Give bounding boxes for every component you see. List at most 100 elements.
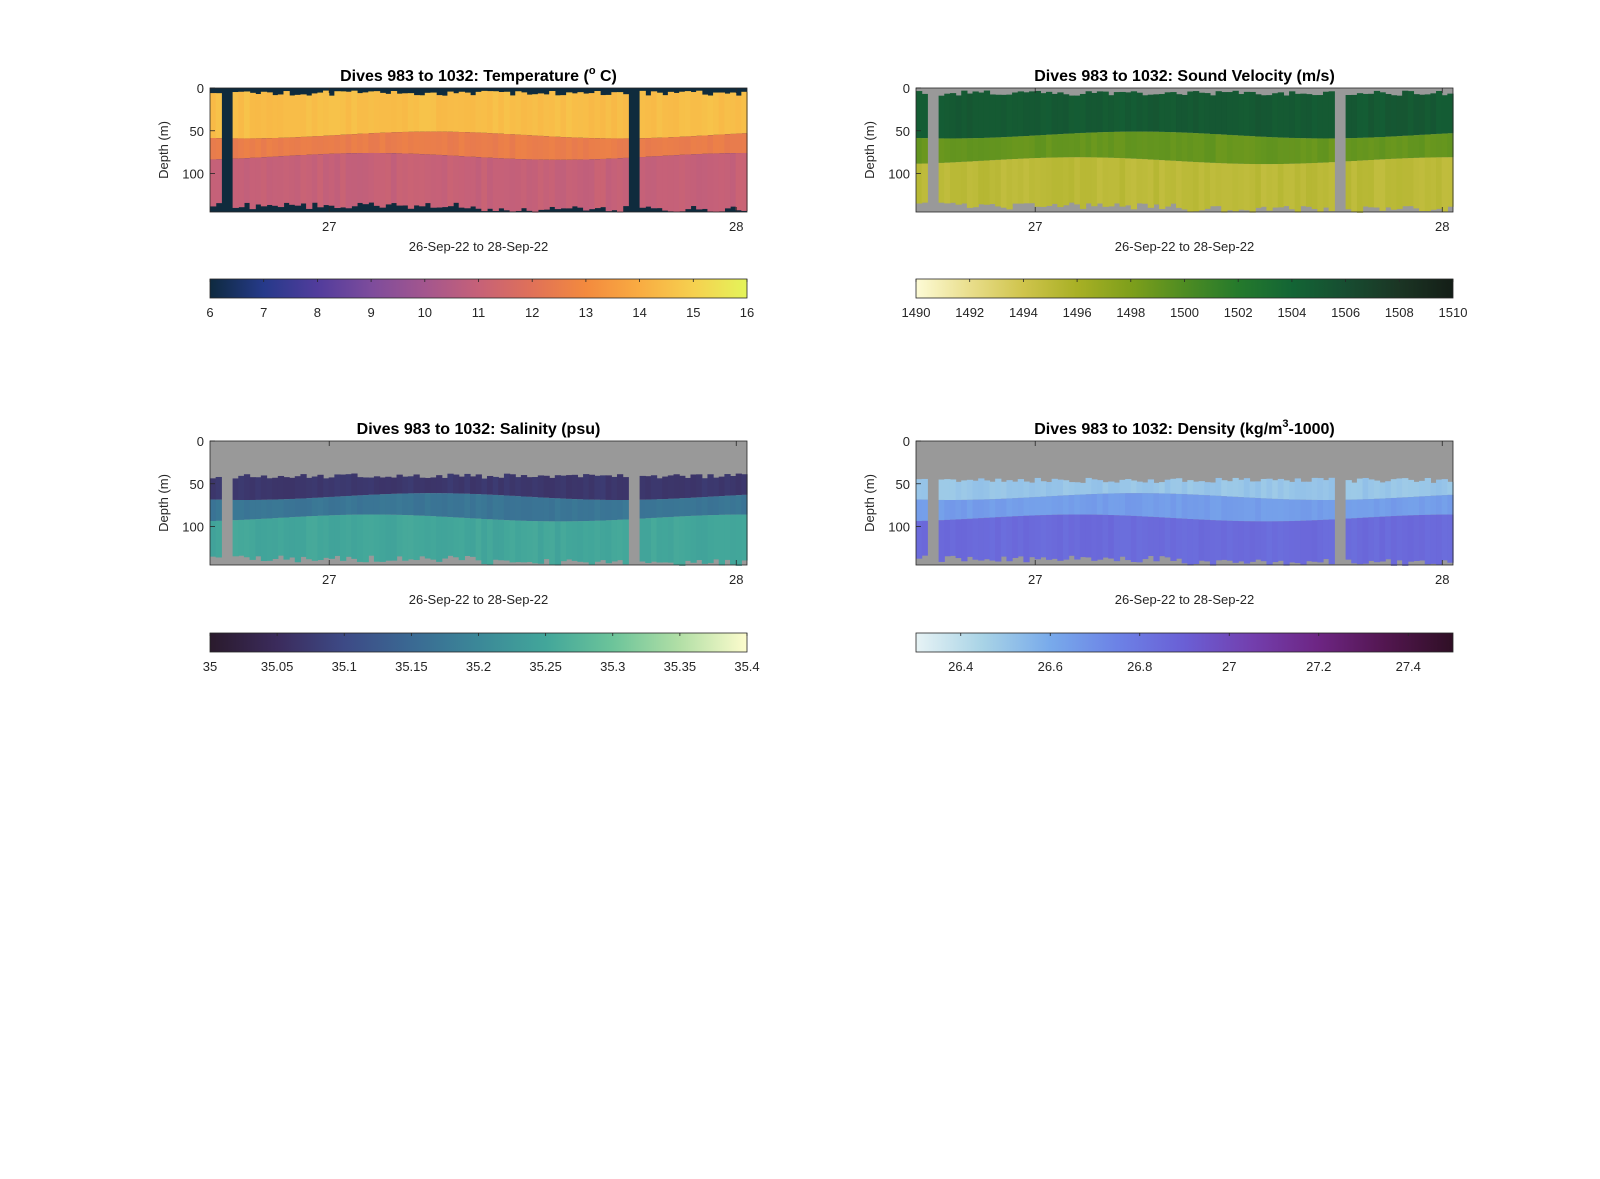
salinity-colorbar-tick-label: 35.4 <box>734 659 759 674</box>
sound-velocity-cell <box>1125 158 1132 206</box>
salinity-cell <box>351 495 358 515</box>
salinity-cell <box>447 493 454 518</box>
sound-velocity-cell <box>1159 131 1166 161</box>
density-cell <box>1192 519 1200 564</box>
temperature-cell <box>396 132 403 154</box>
density-cell <box>1328 477 1335 500</box>
sound-velocity-cell <box>1402 158 1409 207</box>
sound-velocity-cell <box>1289 137 1296 164</box>
density-cell <box>944 500 951 520</box>
density-cell <box>1215 495 1222 521</box>
sound-velocity-cell <box>1368 160 1375 208</box>
sound-velocity-cell <box>1430 93 1437 135</box>
density-cell <box>1034 477 1041 497</box>
salinity-colorbar-tick-label: 35.05 <box>261 659 294 674</box>
density-cell <box>1351 518 1358 564</box>
density-cell <box>983 499 991 518</box>
temperature-cell <box>566 159 573 209</box>
sound-velocity-cell <box>944 138 951 163</box>
salinity-cell <box>311 497 318 516</box>
density-cell <box>1029 482 1036 498</box>
density-cell <box>1147 516 1155 556</box>
salinity-cell <box>650 475 658 500</box>
salinity-cell <box>215 476 222 500</box>
density-cell <box>1396 497 1403 516</box>
sound-velocity-xlabel: 26-Sep-22 to 28-Sep-22 <box>1115 239 1254 254</box>
sound-velocity-cell <box>1379 159 1386 211</box>
sound-velocity-cell <box>1017 91 1024 137</box>
temperature-cell <box>328 153 335 206</box>
sound-velocity-cell <box>1277 137 1285 164</box>
density-cell <box>1068 514 1075 556</box>
temperature-cell <box>713 92 720 135</box>
density-cell <box>1238 497 1245 522</box>
temperature-cell <box>368 152 375 203</box>
salinity-cell <box>470 518 477 557</box>
temperature-cell <box>498 158 505 209</box>
temperature-cell <box>266 138 273 157</box>
temperature-cell <box>515 91 522 135</box>
sound-velocity-cell <box>1255 136 1262 165</box>
sound-velocity-cell <box>916 163 923 204</box>
sound-velocity-cell <box>1385 136 1392 160</box>
sound-velocity-cell <box>1057 134 1064 158</box>
density-cell <box>949 519 957 556</box>
temperature-cell <box>605 94 612 139</box>
salinity-cell <box>735 473 742 496</box>
density-cell <box>1119 493 1126 516</box>
density-cell <box>1390 497 1398 517</box>
sound-velocity-cell <box>1102 91 1109 133</box>
sound-velocity-cell <box>1000 94 1008 138</box>
salinity-cell <box>730 476 737 496</box>
salinity-cell <box>622 519 629 565</box>
sound-velocity-cell <box>944 93 951 139</box>
sound-velocity-cell <box>1159 160 1166 209</box>
salinity-cell <box>396 493 403 515</box>
temperature-cell <box>277 94 285 138</box>
temperature-cell <box>673 136 680 156</box>
sound-velocity-cell <box>1176 132 1183 162</box>
temperature-cell <box>283 155 290 203</box>
sound-velocity-colorbar-tick-label: 1492 <box>955 305 984 320</box>
temperature-cell <box>345 91 352 135</box>
temperature-ytick-label: 0 <box>197 81 204 96</box>
sound-velocity-cell <box>1096 157 1104 204</box>
density-cell <box>1379 482 1386 499</box>
sound-velocity-cell <box>1051 93 1058 135</box>
salinity-cell <box>294 498 302 517</box>
density-cell <box>1000 498 1008 517</box>
sound-velocity-cell <box>1187 161 1194 212</box>
density-cell <box>1108 515 1115 559</box>
sound-velocity-cell <box>1328 162 1335 212</box>
salinity-cell <box>684 477 692 498</box>
sound-velocity-cell <box>1029 135 1036 159</box>
density-title: Dives 983 to 1032: Density (kg/m3-1000) <box>1034 418 1334 438</box>
temperature-cell <box>543 159 550 210</box>
density-cell <box>938 520 945 562</box>
sound-velocity-cell <box>1221 163 1228 213</box>
sound-velocity-cell <box>1328 91 1335 139</box>
density-cell <box>1283 499 1290 522</box>
salinity-cell <box>362 495 369 515</box>
sound-velocity-cell <box>1125 131 1132 159</box>
salinity-cell <box>583 521 590 563</box>
salinity-cell <box>690 515 697 563</box>
density-cell <box>1181 518 1188 564</box>
sound-velocity-cell <box>995 137 1002 160</box>
temperature-cell <box>560 159 567 209</box>
density-cell <box>1057 479 1064 496</box>
sound-velocity-cell <box>972 161 979 208</box>
density-cell <box>1119 515 1126 557</box>
temperature-cell <box>486 157 494 209</box>
salinity-cell <box>673 516 680 566</box>
sound-velocity-cell <box>1226 163 1234 211</box>
salinity-cell <box>334 515 341 556</box>
sound-velocity-cell <box>1447 133 1454 158</box>
density-cell <box>1068 482 1075 496</box>
temperature-colorbar-tick-label: 9 <box>367 305 374 320</box>
temperature-cell <box>238 138 245 159</box>
density-cell <box>1130 515 1138 562</box>
salinity-cell <box>605 499 612 521</box>
sound-velocity-cell <box>1221 134 1228 164</box>
sound-velocity-cell <box>1192 162 1200 212</box>
